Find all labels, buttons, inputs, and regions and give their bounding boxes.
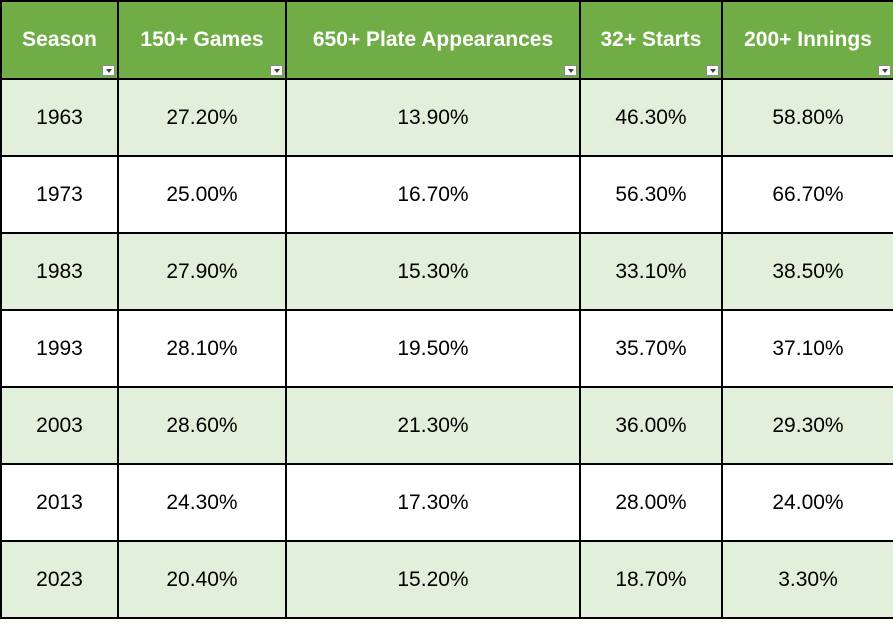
column-header-150-games[interactable]: 150+ Games xyxy=(117,0,287,80)
header-row: Season 150+ Games 650+ Plate Appearances… xyxy=(0,0,893,80)
table-cell[interactable]: 15.30% xyxy=(285,232,581,311)
table-row: 1973 25.00% 16.70% 56.30% 66.70% xyxy=(0,155,893,234)
column-header-label: 200+ Innings xyxy=(744,28,872,51)
table-cell[interactable]: 24.00% xyxy=(721,463,893,542)
table-row: 1963 27.20% 13.90% 46.30% 58.80% xyxy=(0,78,893,157)
column-header-label: 650+ Plate Appearances xyxy=(312,28,554,51)
table-cell[interactable]: 1973 xyxy=(0,155,119,234)
filter-dropdown-icon[interactable] xyxy=(102,65,115,76)
table-cell[interactable]: 17.30% xyxy=(285,463,581,542)
table-cell[interactable]: 24.30% xyxy=(117,463,287,542)
table-row: 1983 27.90% 15.30% 33.10% 38.50% xyxy=(0,232,893,311)
column-header-32-starts[interactable]: 32+ Starts xyxy=(579,0,723,80)
table-cell[interactable]: 29.30% xyxy=(721,386,893,465)
table-row: 1993 28.10% 19.50% 35.70% 37.10% xyxy=(0,309,893,388)
filter-dropdown-icon[interactable] xyxy=(270,65,283,76)
table-cell[interactable]: 1963 xyxy=(0,78,119,157)
table-cell[interactable]: 28.00% xyxy=(579,463,723,542)
table-cell[interactable]: 58.80% xyxy=(721,78,893,157)
table-row: 2013 24.30% 17.30% 28.00% 24.00% xyxy=(0,463,893,542)
column-header-label: 32+ Starts xyxy=(600,28,702,51)
filter-dropdown-icon[interactable] xyxy=(706,65,719,76)
table-cell[interactable]: 2003 xyxy=(0,386,119,465)
table-cell[interactable]: 56.30% xyxy=(579,155,723,234)
table-cell[interactable]: 36.00% xyxy=(579,386,723,465)
filter-dropdown-icon[interactable] xyxy=(564,65,577,76)
table-cell[interactable]: 27.90% xyxy=(117,232,287,311)
table-row: 2003 28.60% 21.30% 36.00% 29.30% xyxy=(0,386,893,465)
table-row: 2023 20.40% 15.20% 18.70% 3.30% xyxy=(0,540,893,619)
table-cell[interactable]: 20.40% xyxy=(117,540,287,619)
table-cell[interactable]: 2013 xyxy=(0,463,119,542)
table-cell[interactable]: 46.30% xyxy=(579,78,723,157)
table-cell[interactable]: 13.90% xyxy=(285,78,581,157)
table-cell[interactable]: 1993 xyxy=(0,309,119,388)
table-cell[interactable]: 28.60% xyxy=(117,386,287,465)
table-cell[interactable]: 18.70% xyxy=(579,540,723,619)
table-cell[interactable]: 15.20% xyxy=(285,540,581,619)
table-cell[interactable]: 21.30% xyxy=(285,386,581,465)
table-cell[interactable]: 3.30% xyxy=(721,540,893,619)
data-table: Season 150+ Games 650+ Plate Appearances… xyxy=(0,0,893,619)
table-cell[interactable]: 2023 xyxy=(0,540,119,619)
column-header-season[interactable]: Season xyxy=(0,0,119,80)
table-cell[interactable]: 37.10% xyxy=(721,309,893,388)
column-header-label: 150+ Games xyxy=(140,28,264,51)
table-cell[interactable]: 66.70% xyxy=(721,155,893,234)
column-header-label: Season xyxy=(22,28,97,51)
table-cell[interactable]: 35.70% xyxy=(579,309,723,388)
table-cell[interactable]: 25.00% xyxy=(117,155,287,234)
table-cell[interactable]: 27.20% xyxy=(117,78,287,157)
table-cell[interactable]: 19.50% xyxy=(285,309,581,388)
table-cell[interactable]: 1983 xyxy=(0,232,119,311)
column-header-200-innings[interactable]: 200+ Innings xyxy=(721,0,893,80)
table-cell[interactable]: 33.10% xyxy=(579,232,723,311)
table-cell[interactable]: 16.70% xyxy=(285,155,581,234)
column-header-650-plate-appearances[interactable]: 650+ Plate Appearances xyxy=(285,0,581,80)
filter-dropdown-icon[interactable] xyxy=(878,65,891,76)
table-cell[interactable]: 28.10% xyxy=(117,309,287,388)
table-cell[interactable]: 38.50% xyxy=(721,232,893,311)
